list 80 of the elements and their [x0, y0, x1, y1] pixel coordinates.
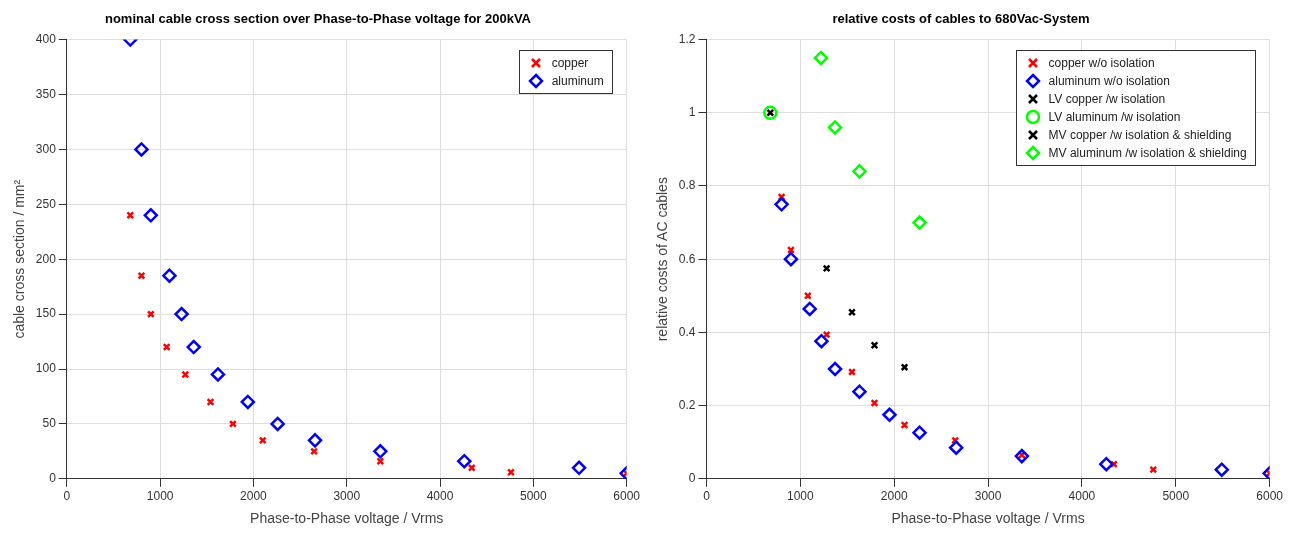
- y-tick-label: 0.6: [678, 251, 696, 266]
- point: [134, 142, 149, 157]
- y-tick-label: 200: [35, 251, 57, 266]
- x-tick-label: 3000: [974, 489, 1002, 504]
- point: [307, 433, 323, 448]
- point: [162, 268, 177, 283]
- y-tick-label: 0.8: [678, 178, 696, 193]
- x-tick-label: 1000: [146, 489, 174, 504]
- legend-label: LV aluminum /w isolation: [1048, 109, 1181, 124]
- legend-label: aluminum: [551, 73, 604, 88]
- point: [240, 394, 256, 410]
- point: [143, 208, 159, 223]
- point: [912, 425, 927, 440]
- point: [373, 444, 388, 459]
- y-tick-label: 50: [42, 416, 57, 431]
- y-tick-label: 1.2: [678, 31, 696, 46]
- y-tick-label: 400: [35, 31, 57, 46]
- point: [210, 367, 226, 382]
- y-tick-label: 300: [35, 141, 57, 156]
- point: [870, 398, 879, 408]
- y-tick-label: 100: [35, 361, 57, 376]
- point: [852, 164, 867, 179]
- x-tick-label: 3000: [333, 489, 361, 504]
- point: [1214, 462, 1230, 477]
- legend-label: MV aluminum /w isolation & shielding: [1048, 145, 1247, 160]
- x-tick-label: 6000: [1256, 489, 1284, 504]
- point: [870, 341, 879, 350]
- x-tick-label: 1000: [786, 489, 815, 504]
- chart-title: nominal cable cross section over Phase-to-Phase voltage for 200kVA: [104, 11, 532, 27]
- x-tick-label: 4000: [426, 489, 454, 504]
- y-tick-label: 0.2: [678, 397, 696, 412]
- point: [783, 251, 799, 267]
- y-tick-label: 250: [35, 196, 57, 211]
- y-tick-label: 150: [35, 306, 57, 321]
- point: [457, 453, 472, 469]
- point: [900, 420, 909, 430]
- point: [310, 447, 319, 456]
- x-tick-label: 0: [63, 489, 71, 504]
- point: [912, 215, 927, 230]
- point: [948, 440, 964, 455]
- point: [186, 339, 201, 355]
- point: [882, 407, 897, 422]
- point: [1014, 448, 1030, 464]
- legend-label: LV copper /w isolation: [1048, 91, 1166, 106]
- x-tick-label: 4000: [1068, 489, 1096, 504]
- x-axis-title: Phase-to-Phase voltage / Vrms: [891, 510, 1085, 527]
- point: [774, 197, 789, 212]
- y-tick-label: 0: [49, 471, 57, 486]
- y-axis-title: relative costs of AC cables: [654, 177, 671, 342]
- point: [571, 460, 587, 476]
- legend-label: aluminum w/o isolation: [1048, 73, 1170, 88]
- x-tick-label: 0: [703, 489, 711, 504]
- point: [814, 333, 829, 349]
- point: [162, 342, 171, 352]
- point: [852, 384, 867, 399]
- point: [763, 105, 778, 121]
- point: [900, 363, 909, 372]
- x-axis-title: Phase-to-Phase voltage / Vrms: [250, 510, 444, 527]
- y-tick-label: 0: [688, 471, 696, 486]
- legend-label: MV copper /w isolation & shielding: [1048, 127, 1232, 142]
- point: [813, 50, 829, 66]
- legend-label: copper w/o isolation: [1048, 55, 1155, 70]
- point: [827, 120, 843, 135]
- point: [174, 306, 189, 322]
- point: [827, 361, 843, 377]
- legend-label: copper: [551, 55, 589, 70]
- x-tick-label: 5000: [1162, 489, 1190, 504]
- y-tick-label: 350: [35, 86, 57, 101]
- point: [802, 301, 817, 317]
- point: [1099, 456, 1114, 472]
- y-tick-label: 0.4: [678, 324, 696, 339]
- x-tick-label: 6000: [613, 489, 641, 504]
- y-axis-title: cable cross section / mm²: [11, 179, 28, 339]
- x-tick-label: 2000: [880, 489, 908, 504]
- x-tick-label: 5000: [520, 489, 548, 504]
- chart-title: relative costs of cables to 680Vac-System: [832, 11, 1090, 27]
- y-tick-label: 1: [688, 105, 696, 120]
- point: [206, 397, 215, 407]
- x-tick-label: 2000: [240, 489, 268, 504]
- point: [270, 416, 285, 432]
